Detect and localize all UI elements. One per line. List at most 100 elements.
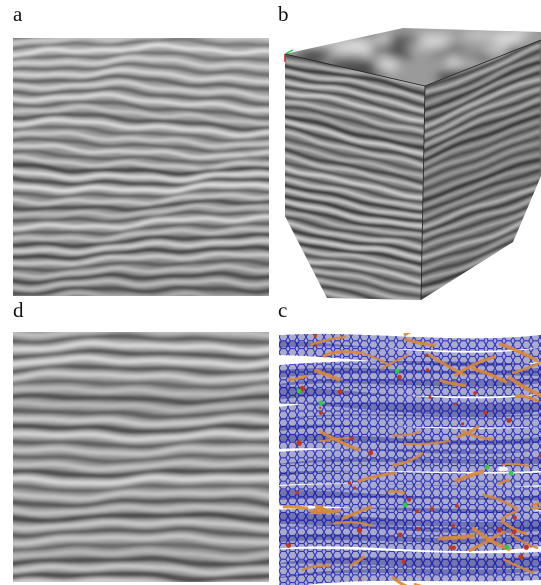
top-face-blob — [300, 45, 331, 58]
dark-stripe — [285, 171, 425, 206]
dark-stripe — [13, 483, 269, 493]
dark-stripe — [421, 190, 541, 235]
orange-strand — [391, 576, 408, 585]
light-stripe — [421, 130, 541, 178]
light-stripe — [421, 77, 541, 130]
orange-strand — [471, 367, 507, 384]
dark-stripe — [285, 85, 425, 121]
light-stripe — [421, 175, 541, 220]
orange-strand — [341, 505, 372, 521]
orange-strand — [392, 452, 424, 467]
stripe-slice-svg-d — [13, 332, 269, 582]
dark-stripe — [421, 40, 541, 92]
orange-strand — [456, 425, 480, 439]
red-atom — [518, 554, 524, 560]
dark-stripe — [285, 203, 425, 236]
red-atom — [428, 395, 432, 399]
orange-strand — [438, 533, 475, 541]
dark-stripe — [421, 93, 541, 146]
stripe-layer — [13, 332, 269, 582]
dark-stripe — [421, 210, 541, 256]
red-atom — [538, 453, 541, 458]
red-atom — [356, 527, 363, 533]
orange-strand — [318, 429, 360, 452]
light-stripe — [285, 109, 425, 147]
dark-stripe — [285, 236, 425, 270]
dark-stripe — [13, 392, 269, 406]
red-atom — [450, 524, 455, 528]
light-stripe — [421, 153, 541, 198]
axis-marker-icon — [284, 49, 294, 62]
dark-stripe — [285, 181, 425, 215]
orange-strand — [507, 376, 541, 398]
light-stripe — [13, 533, 269, 546]
top-face-blob — [340, 28, 376, 37]
light-stripe — [285, 242, 425, 276]
light-stripe — [285, 78, 425, 115]
stripe-slice-svg-a — [13, 38, 269, 296]
red-atom — [295, 490, 299, 495]
light-stripe — [285, 219, 425, 253]
highlight-spot — [498, 466, 508, 472]
light-stripe — [13, 370, 269, 383]
light-stripe — [13, 415, 269, 427]
panel-label-c: c — [278, 298, 288, 322]
red-atom — [461, 422, 465, 426]
light-stripe — [13, 460, 269, 472]
light-stripe — [285, 89, 425, 125]
dark-stripe — [285, 159, 425, 196]
stripe-slice-image-d — [13, 332, 269, 582]
red-atom — [368, 450, 374, 456]
dark-stripe — [421, 60, 541, 113]
orange-strand — [454, 469, 485, 483]
dark-stripe — [13, 511, 269, 525]
top-face-blob — [460, 29, 503, 41]
light-stripe — [13, 475, 269, 486]
orange-strand — [498, 342, 538, 362]
cube-front-face — [285, 54, 425, 300]
red-atom — [286, 542, 292, 548]
dark-stripe — [285, 105, 425, 143]
dark-stripe — [285, 135, 425, 176]
orange-strand — [357, 471, 397, 483]
top-face-blob — [368, 44, 399, 53]
red-atom — [496, 527, 502, 533]
red-atom — [512, 529, 517, 535]
light-stripe — [285, 176, 425, 211]
light-stripe — [421, 164, 541, 209]
dark-stripe — [13, 408, 269, 420]
red-atom — [337, 389, 343, 395]
red-atom — [314, 344, 318, 348]
orange-strand — [403, 439, 450, 446]
top-face-blob — [387, 36, 422, 45]
dark-stripe — [421, 71, 541, 124]
dark-stripe — [421, 125, 541, 173]
red-atom — [451, 545, 456, 550]
red-atom — [353, 486, 357, 490]
green-atom — [296, 388, 302, 394]
orange-strand — [404, 337, 436, 347]
green-atom — [402, 502, 408, 508]
light-stripe — [13, 519, 269, 531]
top-face-blob — [306, 34, 334, 46]
light-stripe — [13, 446, 269, 457]
network-sheet — [279, 490, 541, 514]
dark-stripe — [13, 497, 269, 509]
green-atom — [394, 368, 400, 374]
light-stripe — [13, 400, 269, 412]
orange-strand — [310, 335, 346, 346]
dark-stripe — [13, 571, 269, 582]
cube-edges — [284, 39, 541, 300]
red-atom — [425, 368, 430, 372]
red-atom — [473, 391, 477, 395]
stripe-cube-svg-b — [284, 28, 541, 300]
stripe-cube-image-b — [279, 28, 541, 300]
dark-stripe — [421, 135, 541, 183]
red-atom — [415, 509, 419, 514]
orange-strand — [387, 490, 406, 495]
light-stripe — [13, 430, 269, 442]
light-stripe — [421, 66, 541, 119]
dark-stripe — [13, 453, 269, 464]
dark-stripe — [421, 147, 541, 193]
orange-strand — [514, 394, 539, 403]
